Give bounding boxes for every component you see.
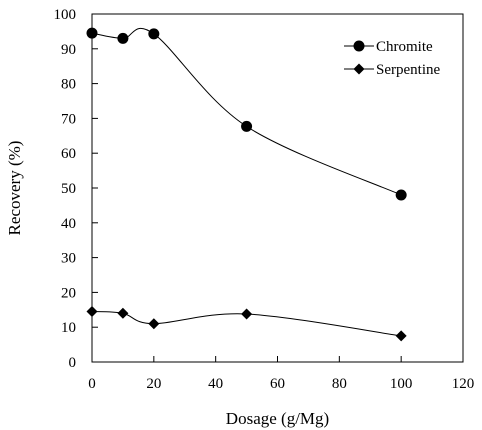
legend-item: Chromite (344, 39, 433, 55)
data-point (241, 120, 253, 132)
y-tick-label: 40 (61, 216, 76, 232)
series-chromite (86, 27, 407, 201)
data-point (117, 32, 129, 44)
y-tick-label: 90 (61, 42, 76, 58)
legend-marker (353, 40, 365, 52)
ticks: 0 20 40 60 80 100 120 0 10 20 30 40 50 60 70 80 90 100 (54, 7, 475, 392)
y-tick-label: 80 (61, 77, 76, 93)
x-tick-label: 20 (146, 376, 161, 392)
series-line (91, 27, 402, 196)
legend-item: Serpentine (344, 62, 440, 78)
data-point (117, 307, 129, 319)
data-point (148, 28, 160, 40)
legend-label: Chromite (376, 39, 433, 55)
series (86, 27, 407, 342)
x-tick-label: 80 (332, 376, 347, 392)
data-point (395, 189, 407, 201)
x-axis-title: Dosage (g/Mg) (226, 409, 329, 428)
series-serpentine (86, 306, 407, 342)
legend: Chromite Serpentine (344, 39, 440, 78)
x-tick-label: 100 (390, 376, 413, 392)
series-line (91, 311, 402, 337)
legend-marker (353, 63, 365, 75)
y-tick-label: 20 (61, 285, 76, 301)
y-tick-label: 100 (54, 7, 77, 23)
y-tick-label: 30 (61, 251, 76, 267)
x-tick-label: 60 (270, 376, 285, 392)
data-point (241, 308, 253, 320)
x-tick-label: 0 (88, 376, 96, 392)
x-tick-label: 120 (452, 376, 475, 392)
y-tick-label: 70 (61, 111, 76, 127)
y-axis-title: Recovery (%) (5, 141, 24, 236)
y-tick-label: 50 (61, 181, 76, 197)
x-tick-label: 40 (208, 376, 223, 392)
data-point (148, 318, 160, 330)
data-point (395, 330, 407, 342)
data-point (86, 306, 98, 318)
y-tick-label: 60 (61, 146, 76, 162)
y-tick-label: 0 (69, 355, 77, 371)
data-point (86, 27, 98, 39)
legend-label: Serpentine (376, 62, 440, 78)
y-tick-label: 10 (61, 320, 76, 336)
